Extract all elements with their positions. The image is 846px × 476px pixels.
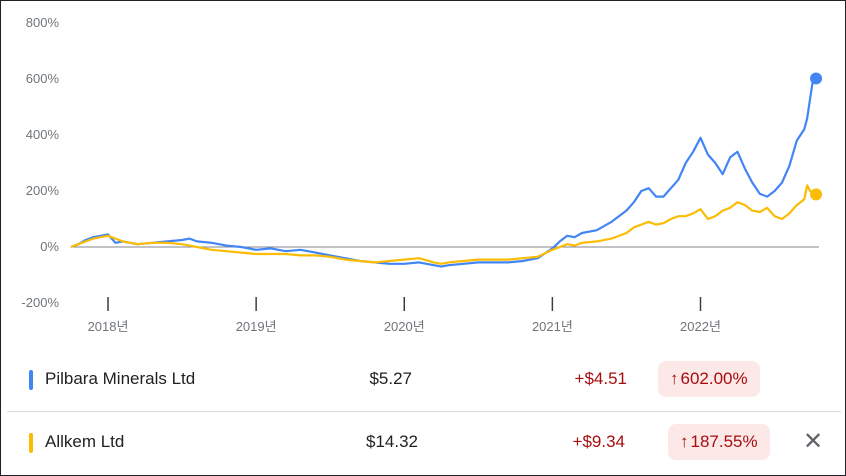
y-tick-label: 400% bbox=[26, 127, 60, 142]
stock-name: Allkem Ltd bbox=[45, 432, 125, 451]
y-axis: 800% 600% 400% 200% 0% -200% bbox=[21, 15, 819, 310]
series-lines bbox=[70, 72, 823, 268]
comparison-chart: 800%600%400%200%0%-200% 2018년 2019년 2020년 2… bbox=[21, 15, 823, 334]
legend-row-allkem[interactable]: Allkem Ltd $14.32 +$9.34 ↑ 187.55% ✕ bbox=[7, 411, 841, 474]
series-swatch bbox=[29, 370, 33, 390]
percent-change-badge: ↑ 187.55% bbox=[668, 424, 770, 460]
y-tick-label: 0% bbox=[40, 239, 59, 254]
x-tick-label: 2018년 bbox=[88, 319, 129, 334]
legend-row-pilbara[interactable]: Pilbara Minerals Ltd $5.27 +$4.51 ↑ 602.0… bbox=[7, 349, 841, 411]
stock-price: $14.32 bbox=[366, 432, 418, 451]
y-tick-label: 600% bbox=[26, 71, 60, 86]
price-change: +$4.51 bbox=[574, 369, 627, 388]
series-swatch bbox=[29, 433, 33, 453]
series-end-point-1 bbox=[810, 188, 823, 201]
x-tick-label: 2020년 bbox=[384, 319, 425, 334]
y-tick-label: 800% bbox=[26, 15, 60, 30]
stock-price: $5.27 bbox=[369, 369, 412, 388]
price-change: +$9.34 bbox=[572, 432, 625, 451]
y-tick-label: 200% bbox=[26, 183, 60, 198]
x-axis: 2018년 2019년 2020년 2021년 2022년 bbox=[88, 297, 721, 334]
x-tick-label: 2021년 bbox=[532, 319, 573, 334]
series-line-1 bbox=[70, 184, 817, 265]
percent-change-badge: ↑ 602.00% bbox=[658, 361, 760, 397]
x-tick-label: 2022년 bbox=[680, 319, 721, 334]
y-tick-label: -200% bbox=[21, 295, 59, 310]
arrow-up-icon: ↑ bbox=[680, 432, 689, 451]
series-line-0 bbox=[70, 77, 817, 268]
x-tick-label: 2019년 bbox=[236, 319, 277, 334]
arrow-up-icon: ↑ bbox=[670, 369, 679, 388]
stock-name: Pilbara Minerals Ltd bbox=[45, 369, 196, 388]
series-end-point-0 bbox=[810, 72, 823, 85]
percent-change: 187.55% bbox=[690, 432, 758, 451]
close-icon[interactable]: ✕ bbox=[802, 428, 824, 455]
percent-change: 602.00% bbox=[680, 369, 748, 388]
